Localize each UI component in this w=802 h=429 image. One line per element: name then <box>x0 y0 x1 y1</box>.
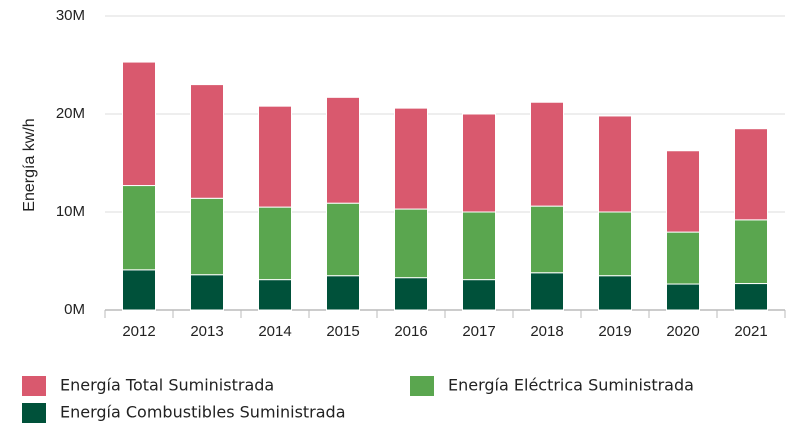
bar-segment <box>394 277 428 311</box>
x-tick-label: 2015 <box>326 323 359 340</box>
y-tick-label: 30M <box>56 7 85 24</box>
bar-segment <box>326 96 360 204</box>
bar-segment <box>598 275 632 311</box>
y-tick-label: 10M <box>56 203 85 220</box>
bar-segment <box>530 101 564 207</box>
x-tick-label: 2014 <box>258 323 291 340</box>
y-tick-label: 0M <box>64 301 85 318</box>
bar-segment <box>462 211 496 281</box>
bar-segment <box>462 279 496 311</box>
x-tick-label: 2012 <box>122 323 155 340</box>
bar-segment <box>122 61 156 187</box>
bar-segment <box>326 275 360 311</box>
bar-segment <box>258 279 292 311</box>
bar-segment <box>190 274 224 311</box>
x-tick-label: 2018 <box>530 323 563 340</box>
bar-segment <box>190 197 224 276</box>
x-tick-label: 2020 <box>666 323 699 340</box>
legend-label: Energía Total Suministrada <box>60 376 274 395</box>
x-tick-label: 2016 <box>394 323 427 340</box>
bar-segment <box>122 185 156 271</box>
bar-segment <box>734 219 768 285</box>
bar-segment <box>598 211 632 277</box>
legend-swatch <box>22 403 46 423</box>
bar-segment <box>258 105 292 208</box>
x-tick-label: 2017 <box>462 323 495 340</box>
y-tick-label: 20M <box>56 105 85 122</box>
bar-segment <box>190 84 224 199</box>
legend-swatch <box>22 376 46 396</box>
legend-label: Energía Combustibles Suministrada <box>60 403 346 422</box>
bar-segment <box>462 113 496 213</box>
bar-segment <box>394 107 428 210</box>
bar-segment <box>258 206 292 281</box>
legend-label: Energía Eléctrica Suministrada <box>448 376 694 395</box>
bar-segment <box>734 283 768 311</box>
x-tick-label: 2021 <box>734 323 767 340</box>
bar-segment <box>666 283 700 311</box>
bar-segment <box>530 272 564 311</box>
bar-segment <box>530 205 564 274</box>
bar-segment <box>666 150 700 233</box>
bar-segment <box>734 128 768 221</box>
x-tick-label: 2019 <box>598 323 631 340</box>
bar-segment <box>394 208 428 279</box>
bar-segment <box>666 231 700 285</box>
bar-segment <box>122 269 156 311</box>
bar-segment <box>598 115 632 213</box>
legend-swatch <box>410 376 434 396</box>
x-tick-label: 2013 <box>190 323 223 340</box>
bar-segment <box>326 202 360 277</box>
y-axis-label: Energía kw/h <box>21 118 38 211</box>
